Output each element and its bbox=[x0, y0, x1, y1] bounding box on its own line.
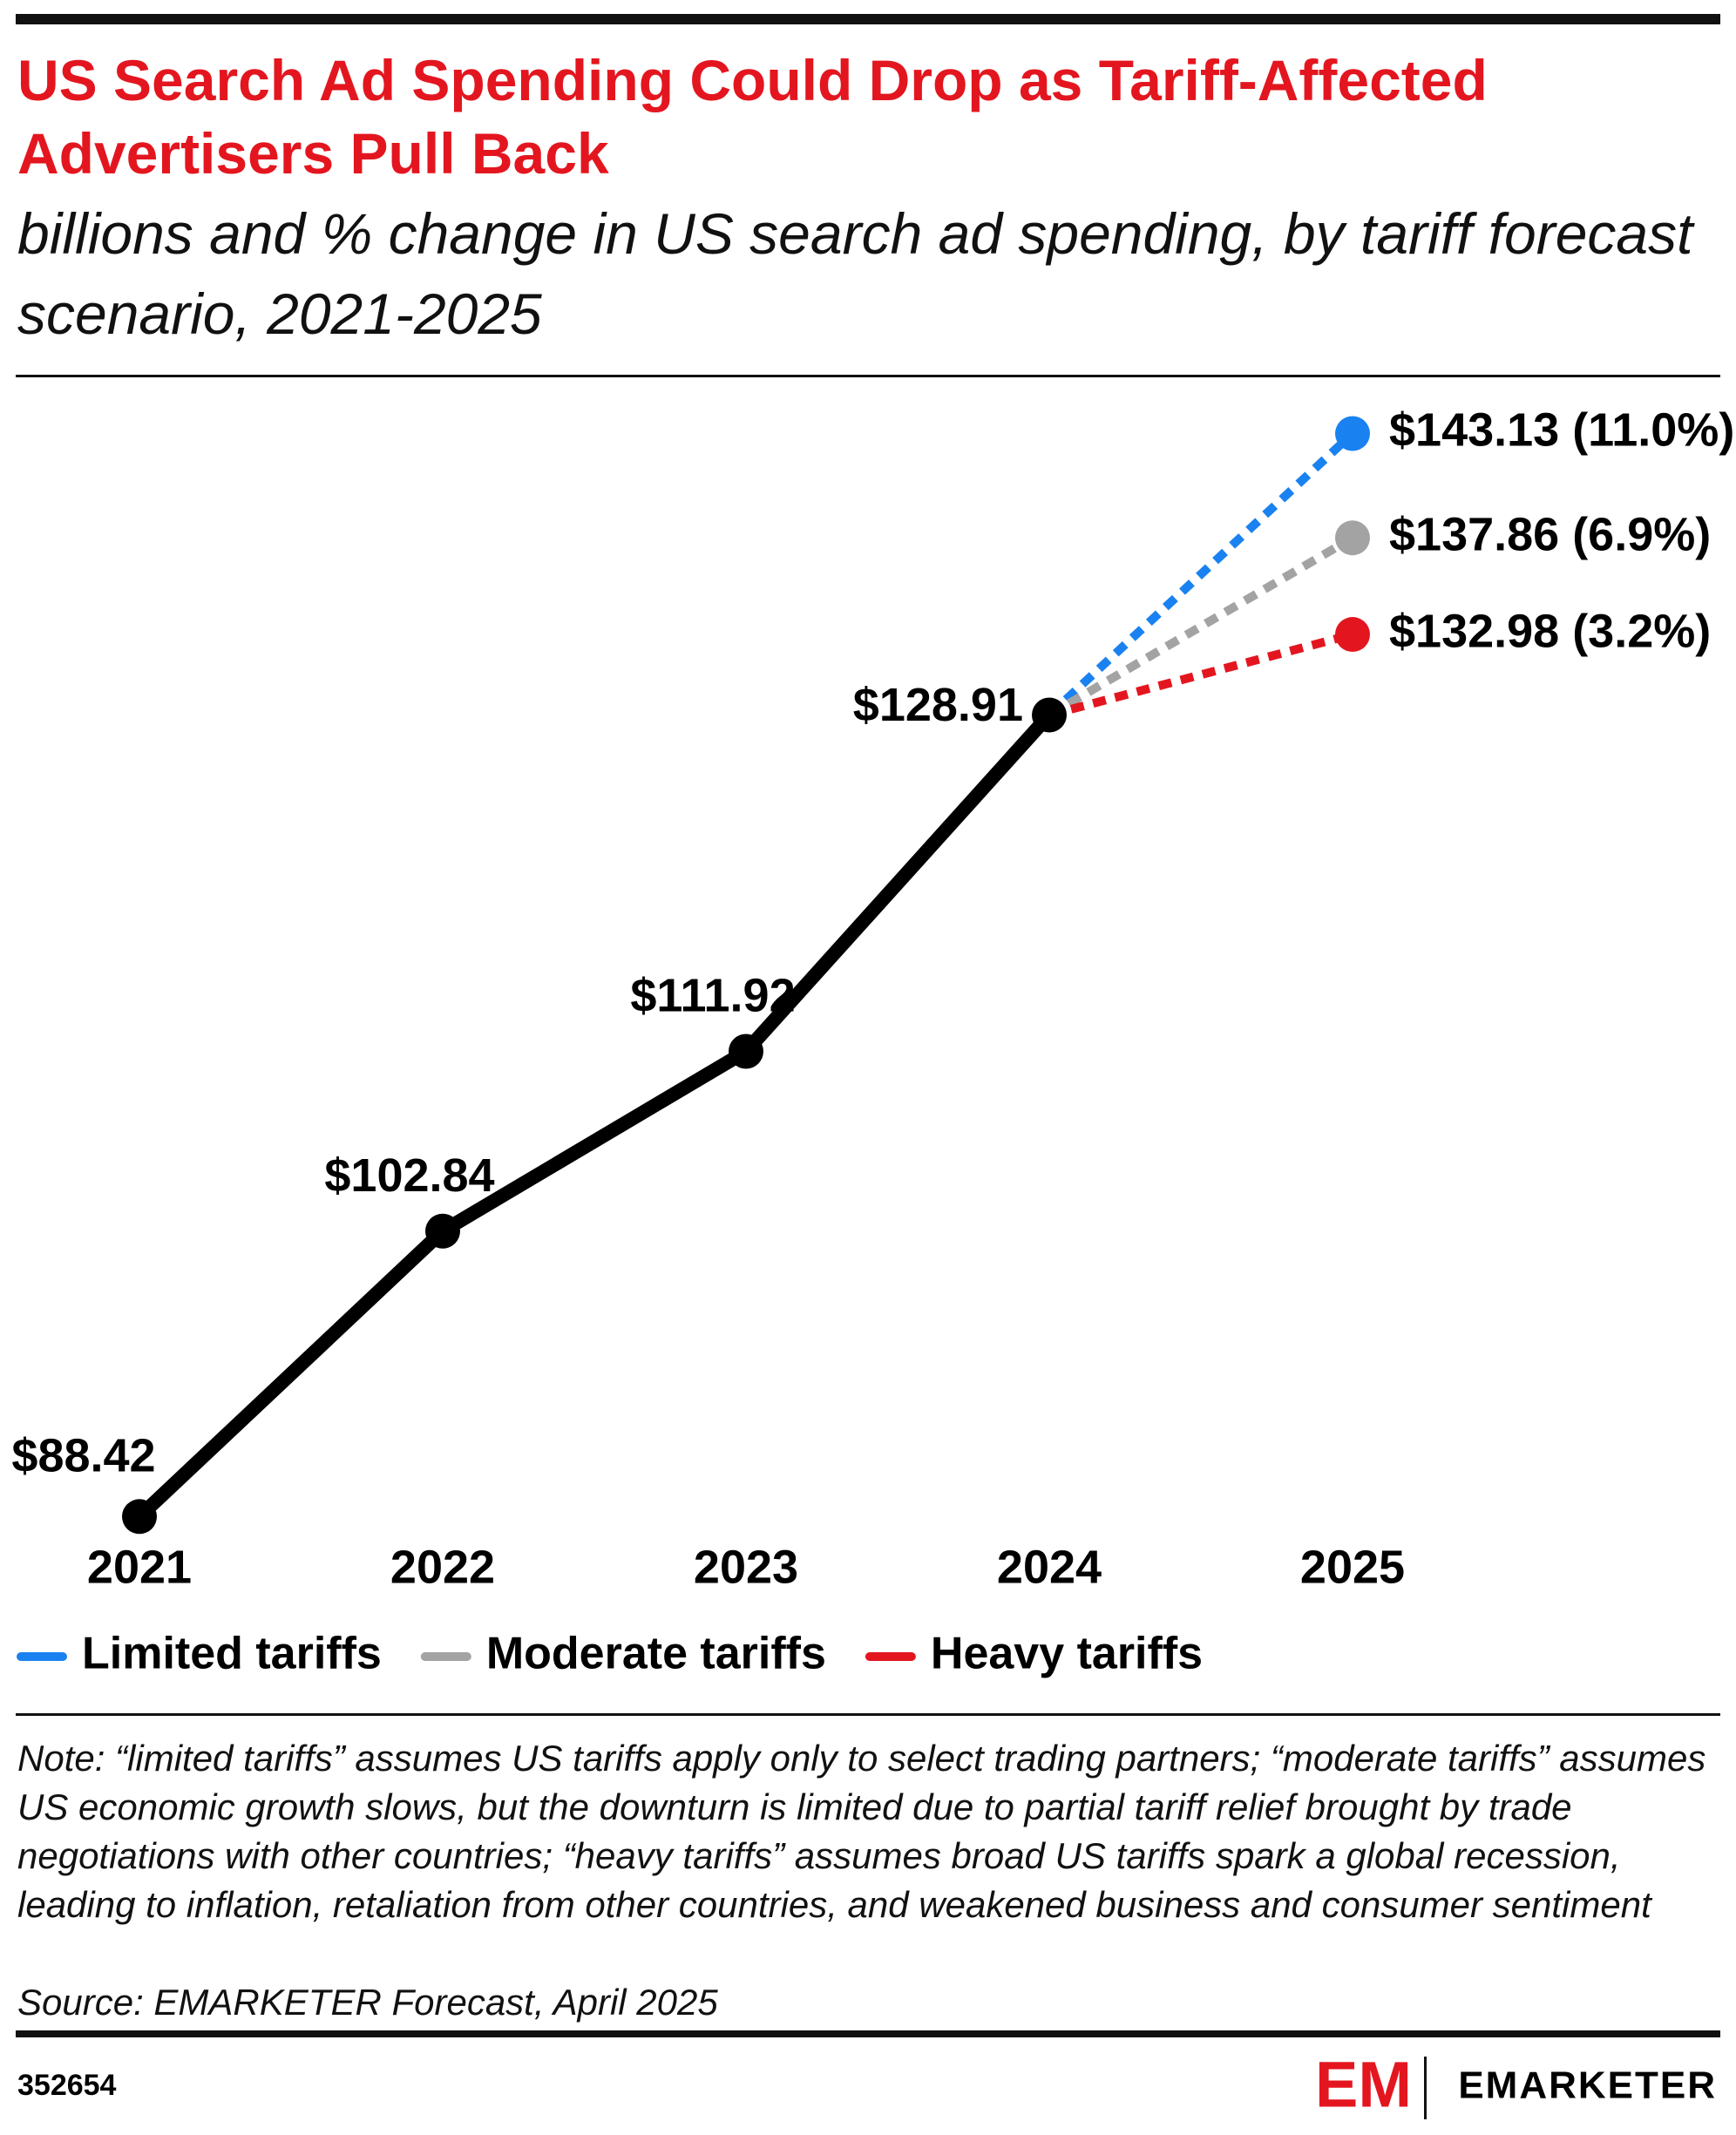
data-label: $88.42 bbox=[11, 1430, 155, 1482]
data-label: $132.98 (3.2%) bbox=[1389, 605, 1711, 657]
legend-label: Limited tariffs bbox=[82, 1629, 382, 1679]
logo-mark: EM bbox=[1315, 2049, 1412, 2121]
legend-label: Moderate tariffs bbox=[486, 1629, 826, 1679]
chart-subtitle: billions and % change in US search ad sp… bbox=[17, 201, 1693, 346]
data-label: $111.92 bbox=[630, 970, 795, 1022]
x-tick-label: 2021 bbox=[87, 1541, 192, 1593]
series-line bbox=[134, 710, 1054, 1522]
data-label: $102.84 bbox=[324, 1149, 494, 1202]
x-tick-label: 2023 bbox=[694, 1541, 798, 1593]
top-rule bbox=[16, 14, 1720, 24]
note: Note: “limited tariffs” assumes US tarif… bbox=[17, 1738, 1706, 1925]
data-label: $128.91 bbox=[853, 679, 1023, 731]
logo-divider bbox=[1424, 2057, 1427, 2119]
data-point bbox=[1335, 520, 1370, 556]
data-point bbox=[1335, 617, 1370, 653]
data-label: $137.86 (6.9%) bbox=[1389, 508, 1711, 560]
series-line bbox=[1046, 430, 1356, 719]
chart-id: 352654 bbox=[17, 2069, 117, 2102]
x-tick-label: 2024 bbox=[997, 1541, 1102, 1593]
data-label: $143.13 (11.0%) bbox=[1389, 404, 1734, 457]
source: Source: EMARKETER Forecast, April 2025 bbox=[17, 1982, 718, 2023]
chart-title: US Search Ad Spending Could Drop as Tari… bbox=[17, 48, 1488, 186]
data-point bbox=[425, 1213, 460, 1249]
brand: EMARKETER bbox=[1458, 2064, 1717, 2107]
series-line bbox=[1048, 630, 1354, 720]
data-point bbox=[122, 1499, 157, 1535]
data-point bbox=[1032, 697, 1067, 733]
x-tick-label: 2022 bbox=[390, 1541, 495, 1593]
header-rule bbox=[16, 375, 1720, 377]
data-point bbox=[729, 1034, 763, 1069]
x-tick-label: 2025 bbox=[1300, 1541, 1405, 1593]
bottom-rule bbox=[16, 2030, 1720, 2037]
legend-rule bbox=[16, 1713, 1720, 1716]
legend-label: Heavy tariffs bbox=[931, 1629, 1203, 1679]
series-line bbox=[1047, 533, 1355, 719]
data-point bbox=[1335, 416, 1370, 451]
